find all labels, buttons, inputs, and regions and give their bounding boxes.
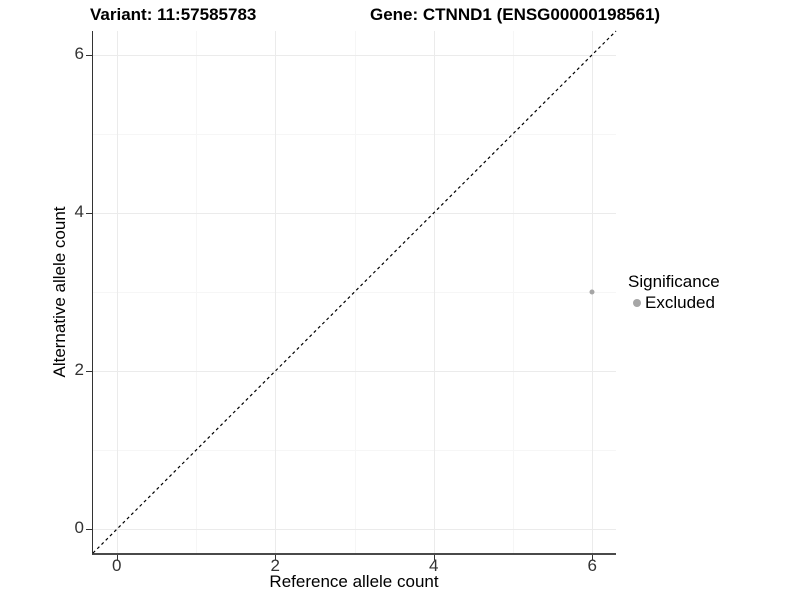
identity-line	[92, 30, 617, 554]
gridline-horizontal-major	[93, 529, 616, 531]
x-tick-label: 2	[270, 556, 280, 575]
y-tick-mark	[86, 212, 92, 214]
y-tick-label: 2	[74, 360, 84, 380]
x-tick-mark	[433, 555, 435, 560]
y-tick-mark	[86, 54, 92, 56]
legend: Significance Excluded	[628, 272, 720, 313]
gridline-vertical-major	[433, 31, 435, 553]
variant-title: Variant: 11:57585783	[90, 5, 257, 24]
gridline-horizontal-major	[93, 212, 616, 214]
y-tick-mark	[86, 529, 92, 531]
x-axis-title: Reference allele count	[269, 572, 439, 591]
y-tick-label: 6	[74, 43, 84, 63]
x-tick-mark	[116, 555, 118, 560]
y-tick-label: 0	[74, 518, 84, 538]
gridline-horizontal-minor	[93, 292, 616, 293]
x-tick-mark	[275, 555, 277, 560]
legend-title: Significance	[628, 272, 720, 291]
x-tick-mark	[592, 555, 594, 560]
gridline-horizontal-minor	[93, 450, 616, 452]
y-tick-mark	[86, 371, 92, 373]
gridline-vertical-major	[116, 31, 118, 553]
gridline-vertical-major	[275, 31, 277, 553]
legend-entry-label: Excluded	[645, 293, 715, 312]
y-axis-title: Alternative allele count	[50, 206, 69, 378]
gridline-horizontal-major	[93, 54, 616, 56]
gene-title: Gene: CTNND1 (ENSG00000198561)	[370, 5, 661, 24]
legend-key-dot-icon	[633, 299, 641, 307]
legend-entry: Excluded	[628, 293, 720, 313]
plot-panel	[92, 30, 617, 555]
y-tick-label: 4	[74, 201, 84, 221]
x-tick-label: 6	[587, 556, 597, 575]
data-point	[589, 289, 595, 295]
gridline-horizontal-major	[93, 371, 616, 373]
gridline-horizontal-minor	[93, 133, 616, 135]
x-tick-label: 0	[112, 556, 122, 575]
x-tick-label: 4	[429, 556, 439, 575]
